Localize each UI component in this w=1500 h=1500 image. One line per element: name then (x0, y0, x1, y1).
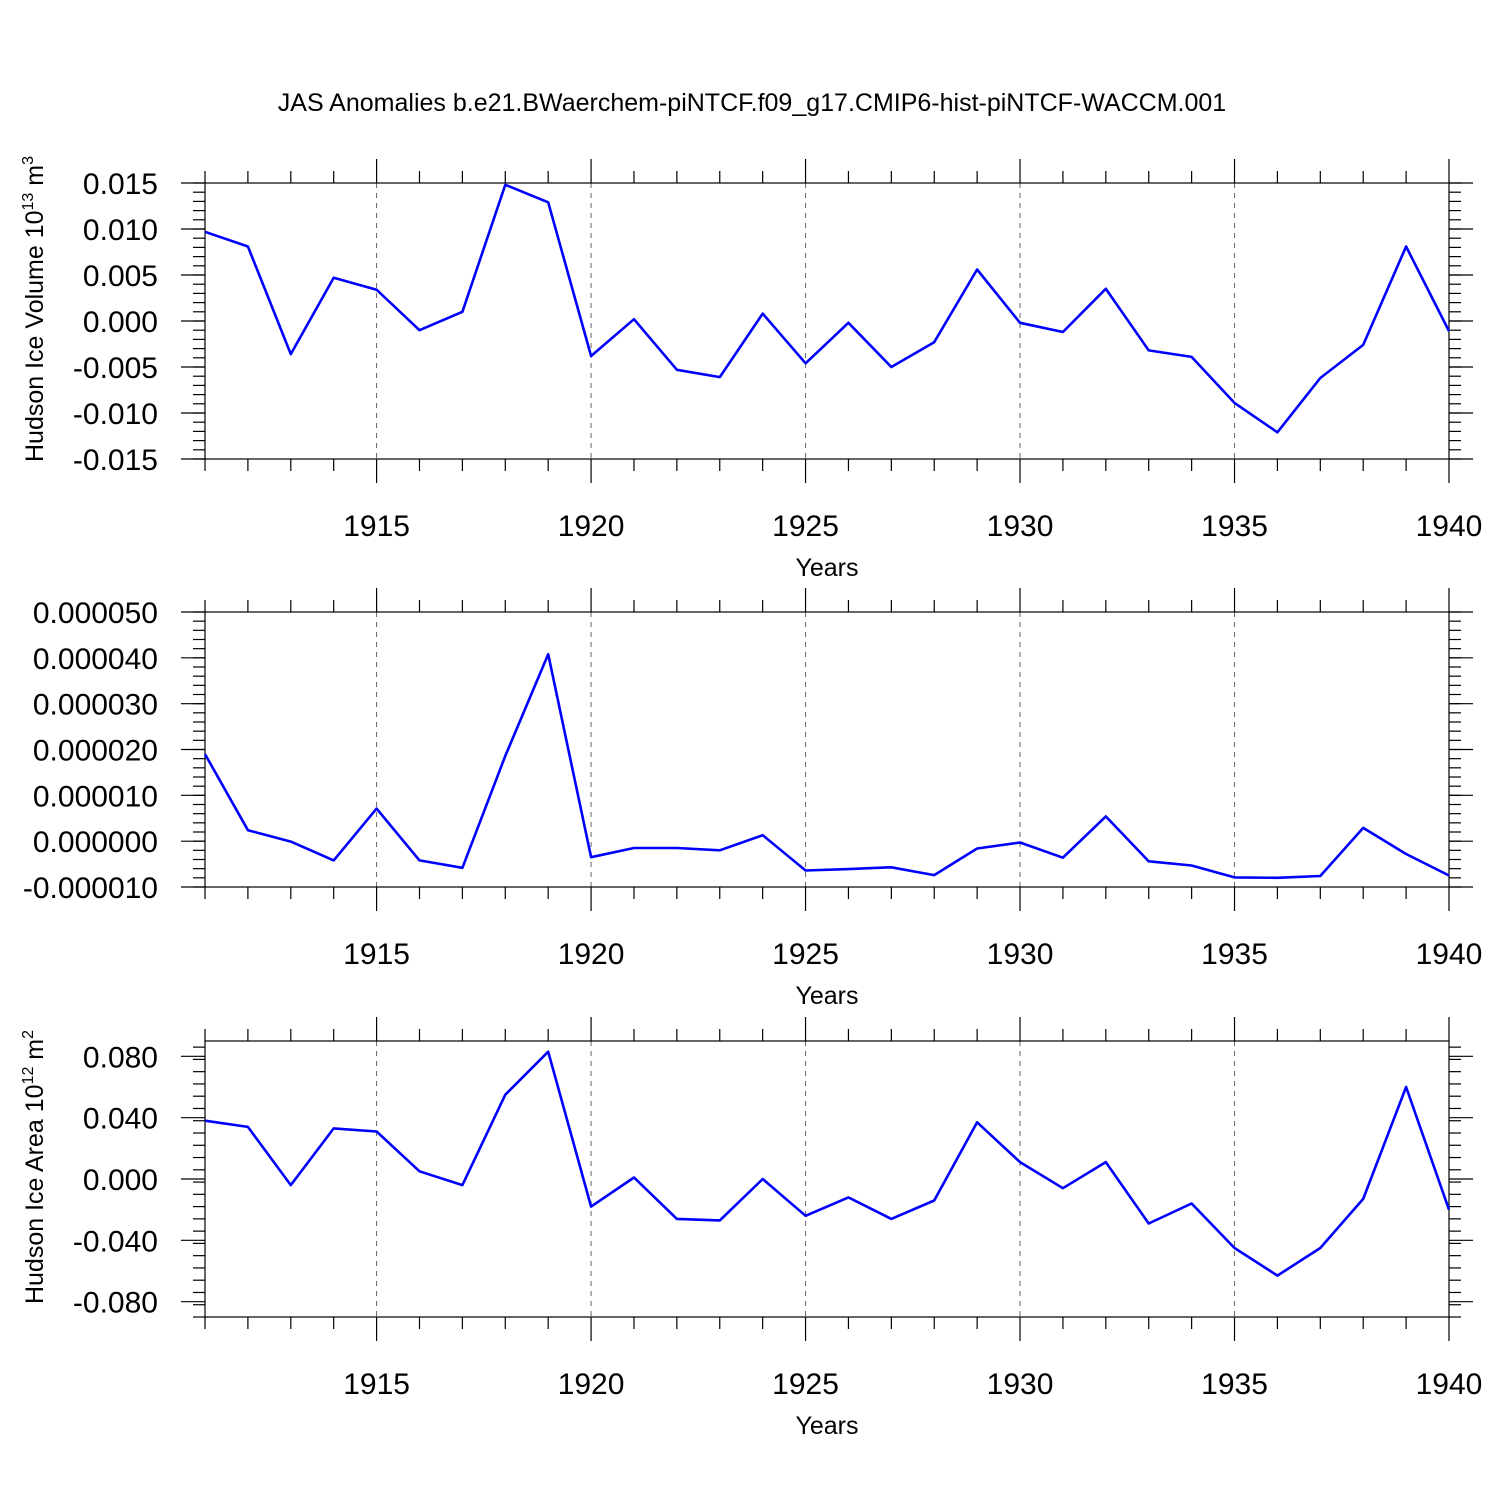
x-tick-label: 1925 (772, 938, 839, 971)
panel-1: 1915 1920 1925 1930 1935 1940 -0.015 -0.010 -0.0… (20, 156, 1482, 582)
y-axis-label: Hudson Ice Area 1012 m2 (20, 1030, 49, 1304)
x-tick-label: 1915 (343, 938, 410, 971)
y-tick-label: 0.000 (83, 306, 158, 339)
plot-frame (204, 611, 1450, 888)
y-tick-label: 0.015 (83, 168, 158, 201)
x-axis-label: Years (795, 554, 858, 582)
y-axis-label: Hudson Ice Volume 1013 m3 (20, 156, 49, 462)
x-tick-label: 1935 (1201, 938, 1268, 971)
series-line-1 (204, 183, 1451, 434)
y-tick-label: 0.000 (83, 1164, 158, 1197)
x-tick-label: 1925 (772, 1368, 839, 1401)
series-line-1 (204, 1050, 1451, 1277)
y-tick-label: -0.005 (73, 352, 158, 385)
panel-2: 1915 1920 1925 1930 1935 1940 -0.000010 0.00000… (23, 588, 1483, 1010)
x-tick-label: 1940 (1416, 1368, 1483, 1401)
x-tick-label: 1920 (558, 1368, 625, 1401)
x-tick-label: 1930 (987, 1368, 1054, 1401)
panels: 1915 1920 1925 1930 1935 1940 -0.015 -0.010 -0.0… (20, 156, 1482, 1440)
x-tick-label: 1925 (772, 510, 839, 543)
y-axis-label-unit: m (21, 1039, 49, 1067)
y-axis-label-exponent: 13 (20, 193, 37, 211)
x-tick-label: 1915 (343, 1368, 410, 1401)
x-tick-label: 1920 (558, 938, 625, 971)
y-tick-label: -0.080 (73, 1287, 158, 1320)
y-tick-label: 0.010 (83, 214, 158, 247)
y-axis-label-unit-exponent: 3 (20, 156, 37, 165)
y-tick-label: -0.010 (73, 398, 158, 431)
x-tick-label: 1940 (1416, 510, 1483, 543)
y-axis-label-text: Hudson Ice Area 10 (21, 1084, 49, 1304)
y-tick-label: 0.005 (83, 260, 158, 293)
y-tick-label: 0.000050 (33, 597, 158, 630)
x-tick-label: 1940 (1416, 938, 1483, 971)
y-axis-label-text: Hudson Ice Volume 10 (21, 210, 49, 462)
y-tick-label: -0.015 (73, 444, 158, 477)
x-tick-label: 1930 (987, 510, 1054, 543)
plot-frame (204, 182, 1450, 460)
y-axis-label-unit: m (21, 165, 49, 193)
y-tick-label: -0.040 (73, 1225, 158, 1258)
x-tick-label: 1935 (1201, 510, 1268, 543)
y-tick-label: 0.040 (83, 1103, 158, 1136)
plot-frame (204, 1040, 1450, 1318)
y-tick-label: 0.000020 (33, 735, 158, 768)
y-tick-label: 0.080 (83, 1041, 158, 1074)
y-tick-label: 0.000030 (33, 689, 158, 722)
y-tick-label: 0.000000 (33, 826, 158, 859)
x-axis-label: Years (795, 1412, 858, 1440)
y-tick-label: 0.000010 (33, 780, 158, 813)
x-tick-label: 1915 (343, 510, 410, 543)
x-tick-label: 1935 (1201, 1368, 1268, 1401)
y-tick-label: -0.000010 (23, 872, 158, 905)
x-axis-label: Years (795, 982, 858, 1010)
y-axis-label-unit-exponent: 2 (20, 1030, 37, 1039)
y-axis-label-exponent: 12 (20, 1067, 37, 1085)
y-tick-label: 0.000040 (33, 643, 158, 676)
panel-3: 1915 1920 1925 1930 1935 1940 -0.080 -0.040 0.00… (20, 1017, 1482, 1440)
chart-title: JAS Anomalies b.e21.BWaerchem-piNTCF.f09… (278, 89, 1226, 117)
series-line-1 (203, 652, 1450, 880)
x-tick-label: 1930 (987, 938, 1054, 971)
x-tick-label: 1920 (558, 510, 625, 543)
